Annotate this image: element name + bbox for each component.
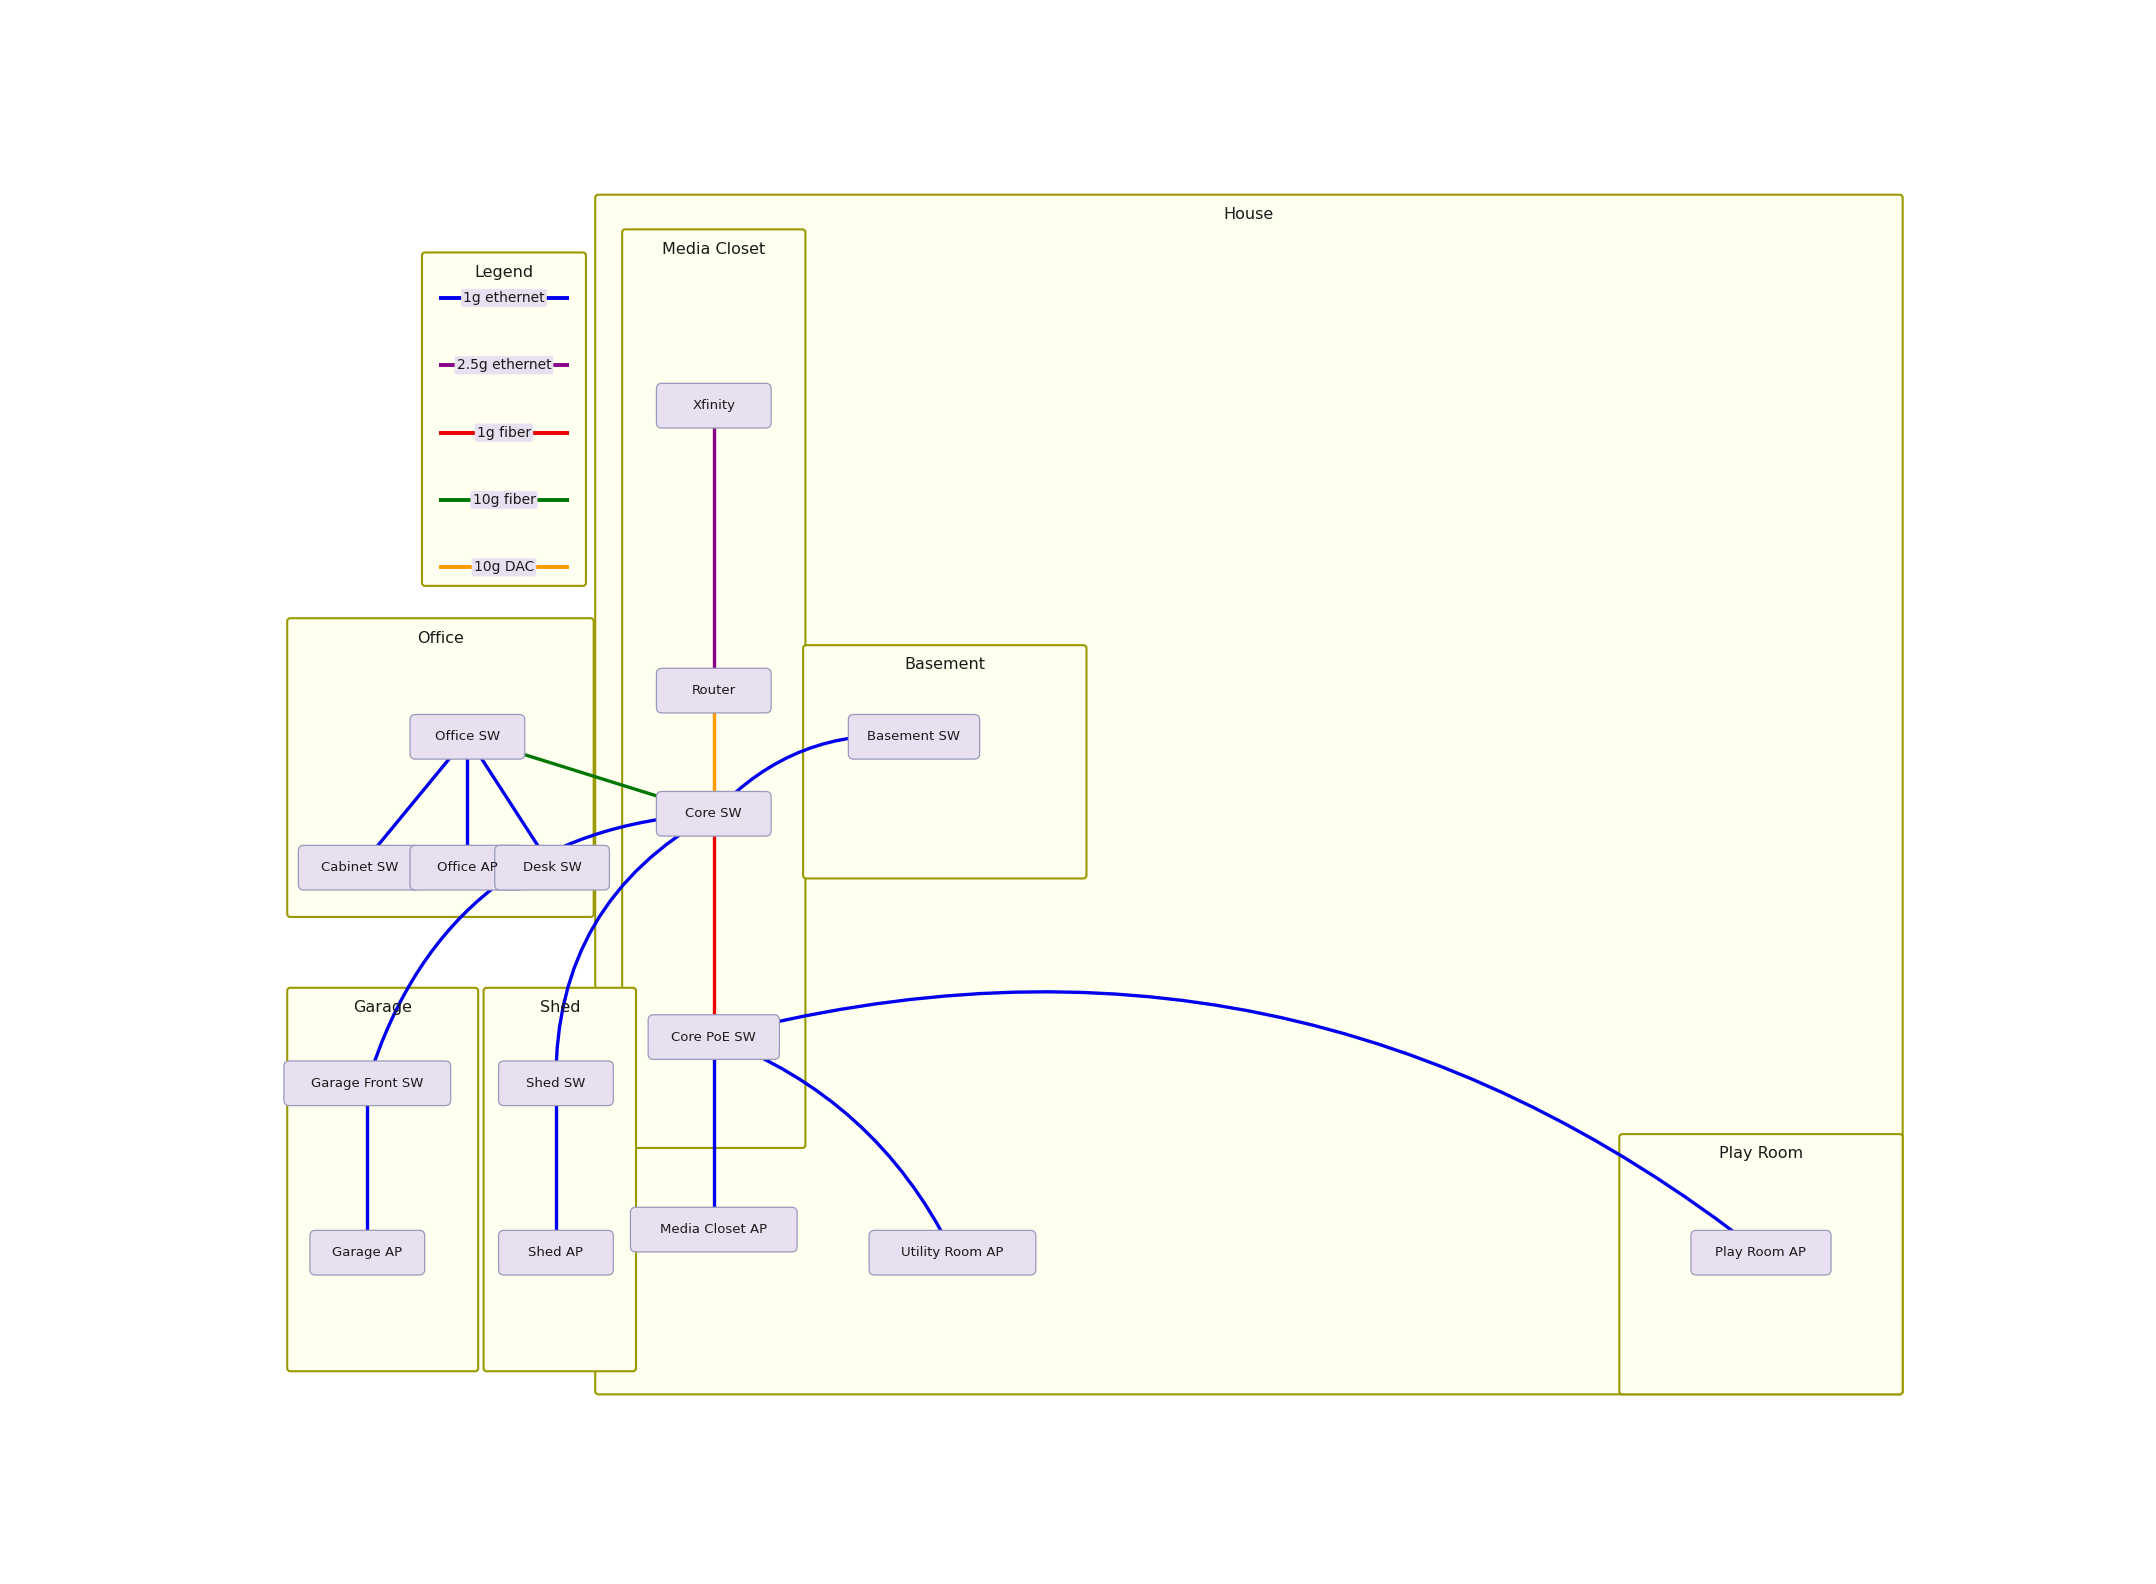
Text: Garage Front SW: Garage Front SW	[310, 1077, 423, 1090]
FancyBboxPatch shape	[655, 668, 772, 713]
FancyBboxPatch shape	[287, 988, 479, 1372]
Text: Legend: Legend	[474, 265, 533, 280]
FancyBboxPatch shape	[595, 195, 1904, 1394]
Text: Cabinet SW: Cabinet SW	[321, 862, 399, 874]
Text: 2.5g ethernet: 2.5g ethernet	[457, 358, 552, 372]
Text: Media Closet: Media Closet	[662, 242, 765, 257]
Text: Utility Room AP: Utility Room AP	[901, 1247, 1005, 1259]
FancyBboxPatch shape	[410, 714, 524, 759]
FancyBboxPatch shape	[498, 1231, 612, 1275]
FancyBboxPatch shape	[285, 1061, 451, 1106]
Text: Shed: Shed	[539, 1000, 580, 1015]
Text: Desk SW: Desk SW	[522, 862, 582, 874]
Text: Core SW: Core SW	[686, 808, 742, 821]
Text: Basement: Basement	[903, 657, 985, 673]
Text: Office SW: Office SW	[436, 730, 500, 743]
FancyBboxPatch shape	[287, 618, 593, 917]
Text: Basement SW: Basement SW	[867, 730, 959, 743]
FancyBboxPatch shape	[847, 714, 979, 759]
Text: 10g DAC: 10g DAC	[474, 561, 535, 575]
FancyBboxPatch shape	[310, 1231, 425, 1275]
FancyBboxPatch shape	[655, 383, 772, 428]
Text: Shed AP: Shed AP	[528, 1247, 584, 1259]
Text: Garage: Garage	[354, 1000, 412, 1015]
FancyBboxPatch shape	[410, 846, 524, 890]
FancyBboxPatch shape	[298, 846, 420, 890]
FancyBboxPatch shape	[498, 1061, 612, 1106]
FancyBboxPatch shape	[623, 230, 806, 1148]
FancyBboxPatch shape	[494, 846, 610, 890]
Text: Garage AP: Garage AP	[332, 1247, 403, 1259]
FancyBboxPatch shape	[423, 252, 586, 586]
Text: Core PoE SW: Core PoE SW	[671, 1031, 757, 1044]
Text: Media Closet AP: Media Closet AP	[660, 1223, 768, 1236]
Text: Play Room: Play Room	[1718, 1147, 1802, 1161]
FancyBboxPatch shape	[630, 1207, 798, 1251]
FancyBboxPatch shape	[483, 988, 636, 1372]
Text: Shed SW: Shed SW	[526, 1077, 586, 1090]
Text: House: House	[1225, 208, 1274, 222]
Text: Router: Router	[692, 684, 735, 697]
FancyBboxPatch shape	[1690, 1231, 1830, 1275]
FancyBboxPatch shape	[649, 1015, 780, 1060]
Text: Play Room AP: Play Room AP	[1716, 1247, 1807, 1259]
FancyBboxPatch shape	[655, 792, 772, 836]
FancyBboxPatch shape	[869, 1231, 1035, 1275]
Text: Office AP: Office AP	[438, 862, 498, 874]
Text: Xfinity: Xfinity	[692, 399, 735, 412]
Text: 1g ethernet: 1g ethernet	[464, 291, 545, 304]
Text: 10g fiber: 10g fiber	[472, 493, 535, 507]
Text: Office: Office	[416, 630, 464, 646]
FancyBboxPatch shape	[802, 645, 1087, 879]
Text: 1g fiber: 1g fiber	[476, 426, 530, 440]
FancyBboxPatch shape	[1619, 1134, 1904, 1394]
